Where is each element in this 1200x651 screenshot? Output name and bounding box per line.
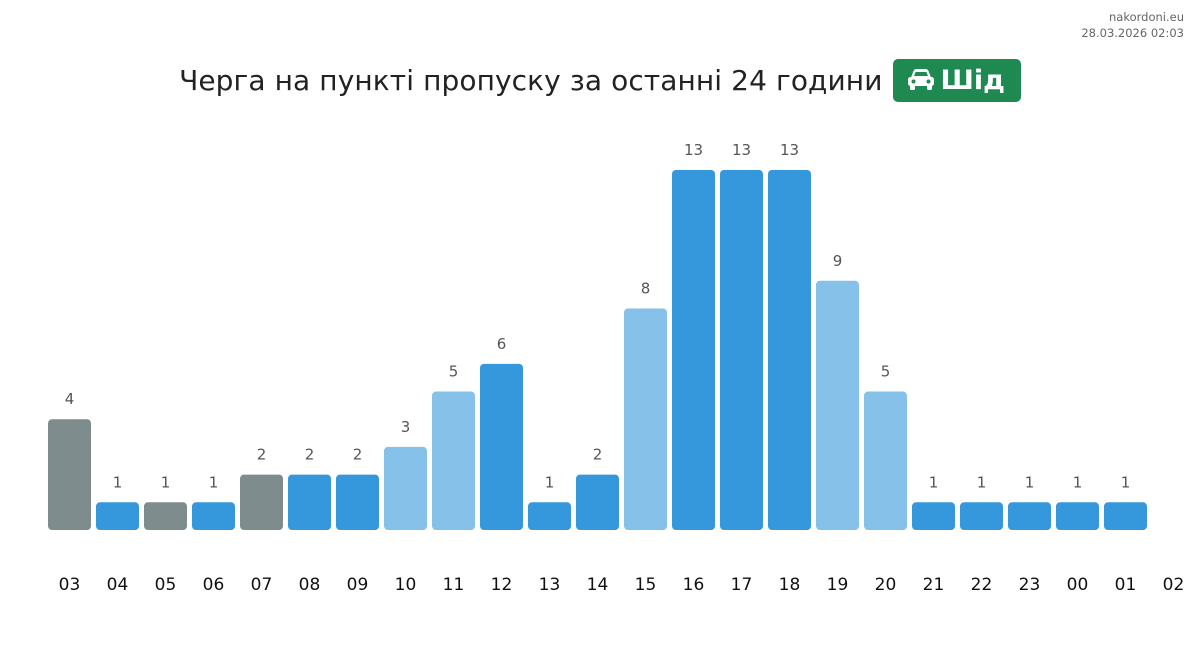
- x-tick-label: 01: [1115, 575, 1137, 595]
- site-name: nakordoni.eu: [1109, 10, 1184, 24]
- x-tick-label: 18: [779, 575, 801, 595]
- chart-header: Черга на пункті пропуску за останні 24 г…: [0, 58, 1200, 102]
- bar-13[interactable]: [528, 502, 571, 530]
- bar-23[interactable]: [1008, 502, 1051, 530]
- bar-value-label: 1: [545, 473, 555, 491]
- x-tick-label: 21: [923, 575, 945, 595]
- x-tick-label: 02: [1163, 575, 1185, 595]
- bar-value-label: 6: [497, 335, 507, 353]
- x-tick-label: 22: [971, 575, 993, 595]
- bar-value-label: 1: [1073, 473, 1083, 491]
- bar-19[interactable]: [816, 280, 859, 530]
- x-tick-label: 03: [59, 575, 81, 595]
- direction-badge: Шід: [892, 58, 1021, 102]
- bar-value-label: 13: [732, 141, 751, 159]
- bar-value-label: 1: [929, 473, 939, 491]
- bar-09[interactable]: [336, 474, 379, 530]
- direction-label: Шід: [940, 64, 1005, 96]
- x-tick-label: 00: [1067, 575, 1089, 595]
- bar-07[interactable]: [240, 474, 283, 530]
- bar-17[interactable]: [720, 170, 763, 530]
- bar-04[interactable]: [96, 502, 139, 530]
- x-tick-label: 13: [539, 575, 561, 595]
- bar-value-label: 1: [1025, 473, 1035, 491]
- bar-08[interactable]: [288, 474, 331, 530]
- bar-01[interactable]: [1104, 502, 1147, 530]
- x-tick-label: 04: [107, 575, 129, 595]
- bar-value-label: 5: [881, 363, 891, 381]
- x-tick-label: 15: [635, 575, 657, 595]
- bar-03[interactable]: [48, 419, 91, 530]
- bar-value-label: 8: [641, 279, 651, 297]
- bar-10[interactable]: [384, 446, 427, 530]
- bar-12[interactable]: [480, 363, 523, 530]
- bar-value-label: 1: [209, 473, 219, 491]
- x-tick-label: 08: [299, 575, 321, 595]
- bar-00[interactable]: [1056, 502, 1099, 530]
- bar-11[interactable]: [432, 391, 475, 530]
- bar-20[interactable]: [864, 391, 907, 530]
- bar-21[interactable]: [912, 502, 955, 530]
- bar-value-label: 13: [780, 141, 799, 159]
- x-tick-label: 20: [875, 575, 897, 595]
- bar-value-label: 4: [65, 390, 75, 408]
- x-tick-label: 06: [203, 575, 225, 595]
- x-tick-label: 17: [731, 575, 753, 595]
- bar-value-label: 2: [257, 446, 267, 464]
- bar-14[interactable]: [576, 474, 619, 530]
- x-tick-label: 14: [587, 575, 609, 595]
- bar-value-label: 3: [401, 418, 411, 436]
- site-meta: nakordoni.eu 28.03.2026 02:03: [1081, 9, 1184, 41]
- x-tick-label: 11: [443, 575, 465, 595]
- bar-value-label: 2: [593, 446, 603, 464]
- bar-value-label: 1: [161, 473, 171, 491]
- x-tick-label: 16: [683, 575, 705, 595]
- bar-value-label: 2: [305, 446, 315, 464]
- bar-18[interactable]: [768, 170, 811, 530]
- timestamp: 28.03.2026 02:03: [1081, 26, 1184, 40]
- bar-value-label: 1: [1121, 473, 1131, 491]
- bar-value-label: 13: [684, 141, 703, 159]
- x-tick-label: 07: [251, 575, 273, 595]
- bar-05[interactable]: [144, 502, 187, 530]
- x-tick-label: 19: [827, 575, 849, 595]
- bar-15[interactable]: [624, 308, 667, 530]
- x-tick-label: 09: [347, 575, 369, 595]
- x-tick-label: 05: [155, 575, 177, 595]
- bar-16[interactable]: [672, 170, 715, 530]
- bar-value-label: 5: [449, 363, 459, 381]
- bar-value-label: 1: [113, 473, 123, 491]
- x-tick-label: 23: [1019, 575, 1041, 595]
- x-tick-label: 10: [395, 575, 417, 595]
- chart-title: Черга на пункті пропуску за останні 24 г…: [179, 63, 883, 97]
- bar-22[interactable]: [960, 502, 1003, 530]
- bar-value-label: 1: [977, 473, 987, 491]
- bar-value-label: 9: [833, 252, 843, 270]
- x-tick-label: 12: [491, 575, 513, 595]
- car-icon: [907, 68, 935, 92]
- bar-06[interactable]: [192, 502, 235, 530]
- bar-value-label: 2: [353, 446, 363, 464]
